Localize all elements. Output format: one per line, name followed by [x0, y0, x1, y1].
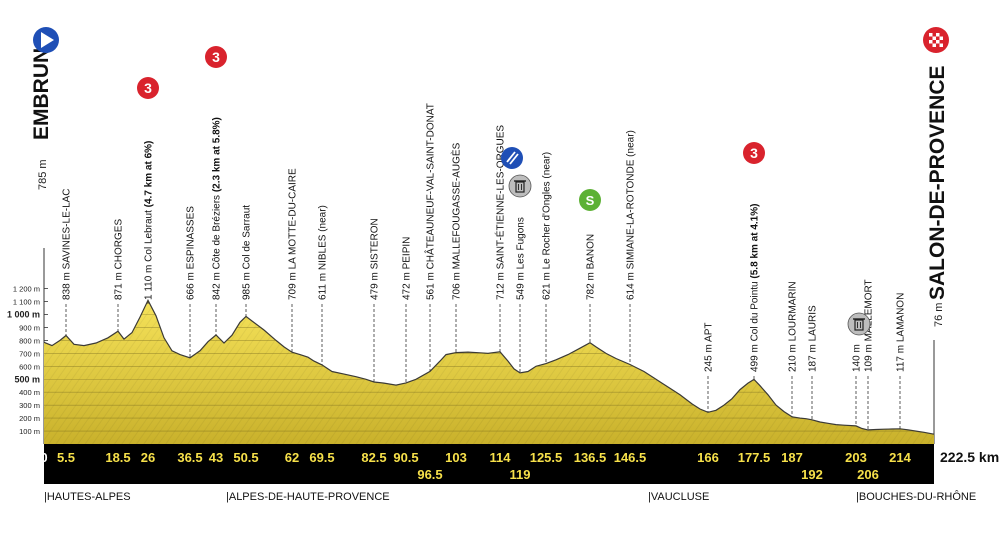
y-tick-label: 600 m	[19, 362, 40, 371]
km-tick-label: 96.5	[417, 467, 442, 482]
km-tick-label: 187	[781, 450, 803, 465]
km-band	[44, 444, 934, 484]
waypoint-label: 838 m SAVINES-LE-LAC	[62, 188, 73, 300]
waypoint-label: 706 m MALLEFOUGASSE-AUGÈS	[450, 142, 463, 300]
y-tick-label: 400 m	[19, 388, 40, 397]
region-labels: |HAUTES-ALPES |ALPES-DE-HAUTE-PROVENCE |VA…	[44, 490, 976, 503]
start-town-title: EMBRUN	[30, 48, 53, 140]
climb-category-label: 3	[750, 145, 758, 161]
waypoint-label: 842 m Côte de Bréziers (2.3 km at 5.8%)	[212, 117, 223, 300]
waypoint-label: 472 m PEIPIN	[402, 237, 413, 300]
km-tick-label: 114	[490, 450, 512, 465]
y-tick-label: 1 000 m	[7, 310, 40, 320]
y-tick-label: 500 m	[14, 374, 40, 384]
km-tick-label: 103	[445, 450, 467, 465]
finish-altitude-label: 76 m	[933, 303, 945, 327]
waypoint-label: 871 m CHORGES	[114, 219, 125, 300]
km-tick-label: 177.5	[738, 450, 771, 465]
waypoint-label: 611 m NIBLES (near)	[318, 205, 329, 300]
sprint-badge: S	[579, 189, 601, 211]
km-tick-label: 50.5	[233, 450, 258, 465]
waypoint-label: 187 m LAURIS	[808, 305, 819, 372]
waypoint-label: 621 m Le Rocher d'Ongles (near)	[542, 152, 553, 300]
climb-category-badge: 3	[743, 142, 765, 164]
waste-zone-icon	[508, 174, 532, 198]
km-tick-label: 119	[510, 467, 531, 482]
y-tick-label: 800 m	[19, 336, 40, 345]
km-tick-label: 192	[801, 467, 823, 482]
waypoint-label: 499 m Col du Pointu (5.8 km at 4.1%)	[750, 204, 761, 372]
badges: 3 3 3 S	[137, 46, 871, 336]
start-title-group: 785 m EMBRUN	[30, 48, 53, 190]
km-tick-label: 203	[845, 450, 867, 465]
km-tick-label: 136.5	[574, 450, 607, 465]
y-tick-label: 100 m	[19, 427, 40, 436]
km-tick-label: 36.5	[177, 450, 202, 465]
climb-category-label: 3	[212, 49, 220, 65]
km-tick-label: 125.5	[530, 450, 563, 465]
waypoint-label: 549 m Les Fugons	[516, 217, 527, 300]
finish-flag-icon	[923, 27, 949, 53]
km-tick-label: 62	[285, 450, 299, 465]
km-tick-label: 146.5	[614, 450, 647, 465]
waypoint-label: 614 m SIMIANE-LA-ROTONDE (near)	[626, 130, 637, 300]
feed-zone-icon	[501, 147, 523, 169]
climb-category-badge: 3	[137, 77, 159, 99]
waypoint-label: 245 m APT	[704, 323, 715, 372]
region-label: |VAUCLUSE	[648, 491, 709, 503]
waypoint-label: 561 m CHÂTEAUNEUF-VAL-SAINT-DONAT	[424, 103, 437, 300]
km-tick-label: 43	[209, 450, 223, 465]
region-label: |HAUTES-ALPES	[44, 491, 131, 503]
y-tick-label: 1 200 m	[13, 285, 40, 294]
km-tick-label: 0	[40, 450, 47, 465]
finish-town-title: SALON-DE-PROVENCE	[926, 65, 949, 300]
km-tick-label: 90.5	[393, 450, 418, 465]
start-altitude-label: 785 m	[37, 159, 49, 190]
km-tick-label: 18.5	[105, 450, 130, 465]
finish-title-group: 76 m SALON-DE-PROVENCE	[926, 65, 949, 327]
km-tick-label: 69.5	[309, 450, 334, 465]
y-tick-label: 700 m	[19, 349, 40, 358]
total-distance-label: 222.5 km	[940, 449, 999, 465]
climb-category-badge: 3	[205, 46, 227, 68]
elevation-texture	[44, 300, 934, 444]
km-tick-label: 214	[889, 450, 911, 465]
waypoint-label: 479 m SISTERON	[370, 218, 381, 300]
waste-zone-icon	[847, 312, 871, 336]
region-label: |ALPES-DE-HAUTE-PROVENCE	[226, 491, 390, 503]
waypoint-label: 709 m LA MOTTE-DU-CAIRE	[288, 168, 299, 300]
km-tick-label: 26	[141, 450, 155, 465]
y-tick-label: 900 m	[19, 323, 40, 332]
waypoint-label: 1 110 m Col Lebraut (4.7 km at 6%)	[144, 141, 155, 300]
start-flag-icon	[33, 27, 59, 53]
waypoint-label: 782 m BANON	[586, 234, 597, 300]
elevation-line	[43, 298, 935, 435]
km-tick-label: 206	[857, 467, 879, 482]
waypoint-label: 140 m	[852, 344, 863, 372]
waypoint-label: 109 m MALLEMORT	[864, 279, 875, 372]
y-tick-label: 300 m	[19, 401, 40, 410]
waypoint-label: 985 m Col de Sarraut	[242, 205, 253, 300]
waypoint-label: 117 m LAMANON	[896, 293, 907, 372]
km-tick-labels: 0 5.5 18.5 26 36.5 43 50.5 62 69.5 82.5 90.5 96.510…	[40, 450, 911, 482]
km-tick-label: 5.5	[57, 450, 75, 465]
waypoint-label: 210 m LOURMARIN	[788, 281, 799, 372]
region-label: |BOUCHES-DU-RHÔNE	[856, 490, 976, 503]
climb-category-label: 3	[144, 80, 152, 96]
y-tick-label: 1 100 m	[13, 298, 40, 307]
waypoint-label: 666 m ESPINASSES	[186, 206, 197, 300]
y-tick-label: 200 m	[19, 414, 40, 423]
sprint-label: S	[586, 193, 595, 208]
km-tick-label: 166	[697, 450, 719, 465]
km-tick-label: 82.5	[361, 450, 386, 465]
